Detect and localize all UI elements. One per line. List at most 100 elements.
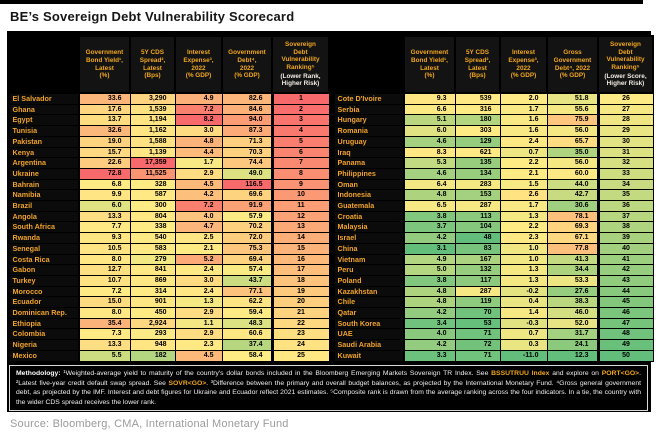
value-cell-col3: 2.0	[499, 92, 548, 105]
value-cell-col1: 4.6	[403, 135, 456, 148]
table-row: Nigeria 13.3 948 2.3 37.4 24	[8, 339, 330, 351]
value-cell-col1: 4.2	[403, 232, 456, 244]
value-cell-col2: 72	[454, 339, 501, 351]
country-cell: Senegal	[8, 242, 80, 255]
corner-cell	[333, 35, 405, 94]
value-cell-col2: 841	[129, 264, 176, 276]
value-cell-col1: 9.3	[78, 232, 131, 244]
value-cell-col2: 539	[454, 92, 501, 105]
value-cell-col3: 2.3	[499, 232, 548, 244]
country-cell: Croatia	[333, 210, 405, 223]
value-cell-col1: 4.2	[403, 307, 456, 319]
value-cell-col1: 4.6	[403, 167, 456, 180]
table-row: Mexico 5.5 182 4.5 58.4 25	[8, 349, 330, 362]
value-cell-col4: 12.3	[546, 349, 599, 362]
ticker-link: PORT<GO>	[601, 370, 640, 377]
table-row: Namibia 9.9 587 4.2 69.6 10	[8, 189, 330, 202]
table-body: Cote D'Ivoire 9.3 539 2.0 51.8 26 Serbia 6.6 316…	[333, 92, 654, 362]
value-cell-col4: 70.2	[221, 221, 273, 234]
value-cell-col1: 6.5	[403, 200, 456, 212]
value-cell-col3: 4.5	[174, 178, 223, 191]
value-cell-col1: 35.4	[78, 317, 131, 330]
value-cell-col3: 3.0	[174, 125, 223, 137]
value-cell-col4: 41.3	[546, 253, 599, 266]
value-cell-col2: 135	[454, 157, 501, 169]
rank-cell: 44	[596, 285, 654, 298]
rank-cell: 48	[596, 328, 654, 341]
country-cell: China	[333, 242, 405, 255]
value-cell-col2: 287	[454, 200, 501, 212]
ranking-header-note: (Lower Rank, Higher Risk)	[280, 72, 321, 88]
value-cell-col2: 2,924	[129, 317, 176, 330]
value-cell-col1: 5.0	[403, 264, 456, 276]
table-row: Ecuador 15.0 901 1.3 62.2 20	[8, 296, 330, 309]
value-cell-col1: 10.7	[78, 274, 131, 287]
table-row: South Korea 3.4 53 -0.3 52.0 47	[333, 317, 654, 330]
country-cell: Turkey	[8, 274, 80, 287]
rank-cell: 39	[596, 232, 654, 244]
value-cell-col1: 3.8	[403, 274, 456, 287]
value-cell-col1: 6.6	[403, 103, 456, 116]
value-cell-col2: 300	[129, 200, 176, 212]
value-cell-col1: 22.6	[78, 157, 131, 169]
methodology-note: Methodology: ¹Weighted-average yield to …	[9, 365, 648, 411]
rank-cell: 22	[270, 317, 330, 330]
value-cell-col2: 119	[454, 296, 501, 309]
rank-cell: 20	[270, 296, 330, 309]
value-cell-col4: 67.1	[546, 232, 599, 244]
page-title: BE’s Sovereign Debt Vulnerability Scorec…	[10, 9, 295, 24]
value-cell-col1: 4.8	[403, 285, 456, 298]
value-cell-col2: 132	[454, 264, 501, 276]
value-cell-col1: 8.0	[78, 253, 131, 266]
table-row: Kenya 15.7 1,139 4.4 70.3 6	[8, 146, 330, 159]
value-cell-col2: 129	[454, 135, 501, 148]
value-cell-col3: 2.4	[174, 264, 223, 276]
table-row: Pakistan 19.0 1,588 4.8 71.3 5	[8, 135, 330, 148]
value-cell-col1: 4.0	[403, 328, 456, 341]
value-cell-col2: 279	[129, 253, 176, 266]
table-row: Senegal 10.5 583 2.1 75.3 15	[8, 242, 330, 255]
table-row: Hungary 5.1 180 1.6 75.9 28	[333, 114, 654, 127]
value-cell-col4: 69.4	[221, 253, 273, 266]
country-cell: Brazil	[8, 200, 80, 212]
country-cell: Nigeria	[8, 339, 80, 351]
value-cell-col4: 60.0	[546, 167, 599, 180]
value-cell-col2: 83	[454, 242, 501, 255]
header-cell-col4: Government Debt⁴, 2022 (% GDP)	[221, 35, 273, 94]
value-cell-col4: 55.6	[546, 103, 599, 116]
rank-cell: 15	[270, 242, 330, 255]
table-row: Cote D'Ivoire 9.3 539 2.0 51.8 26	[333, 92, 654, 105]
table-row: South Africa 7.7 338 4.7 70.2 13	[8, 221, 330, 234]
country-cell: Colombia	[8, 328, 80, 341]
value-cell-col4: 71.3	[221, 135, 273, 148]
country-cell: Chile	[333, 296, 405, 309]
value-cell-col4: 84.6	[221, 103, 273, 116]
value-cell-col4: 69.6	[221, 189, 273, 202]
value-cell-col3: 2.9	[174, 307, 223, 319]
header-cell-col3: Interest Expense³, 2022 (% GDP)	[499, 35, 548, 94]
value-cell-col3: 1.3	[174, 296, 223, 309]
table-body: El Salvador 33.6 3,290 4.9 82.6 1 Ghana 17.6 1,5…	[8, 92, 330, 362]
value-cell-col1: 9.9	[78, 189, 131, 202]
value-cell-col4: 37.4	[221, 339, 273, 351]
value-cell-col1: 32.6	[78, 125, 131, 137]
value-cell-col1: 4.8	[403, 189, 456, 202]
value-cell-col3: 2.3	[174, 339, 223, 351]
table-row: Panama 5.3 135 2.2 56.0 32	[333, 157, 654, 169]
table-row: Qatar 4.2 70 1.4 46.0 46	[333, 307, 654, 319]
country-cell: Israel	[333, 232, 405, 244]
rank-cell: 46	[596, 307, 654, 319]
header-cell-col2: 5Y CDS Spread², Latest (Bps)	[454, 35, 501, 94]
value-cell-col3: 2.2	[499, 157, 548, 169]
value-cell-col4: 58.4	[221, 349, 273, 362]
rank-cell: 27	[596, 103, 654, 116]
value-cell-col3: 7.2	[174, 200, 223, 212]
value-cell-col2: 48	[454, 232, 501, 244]
country-cell: Romania	[333, 125, 405, 137]
table-row: Oman 6.4 283 1.5 44.0 34	[333, 178, 654, 191]
value-cell-col4: 52.0	[546, 317, 599, 330]
value-cell-col2: 71	[454, 328, 501, 341]
value-cell-col3: 1.7	[499, 200, 548, 212]
table-row: Gabon 12.7 841 2.4 57.4 17	[8, 264, 330, 276]
table-row: Israel 4.2 48 2.3 67.1 39	[333, 232, 654, 244]
